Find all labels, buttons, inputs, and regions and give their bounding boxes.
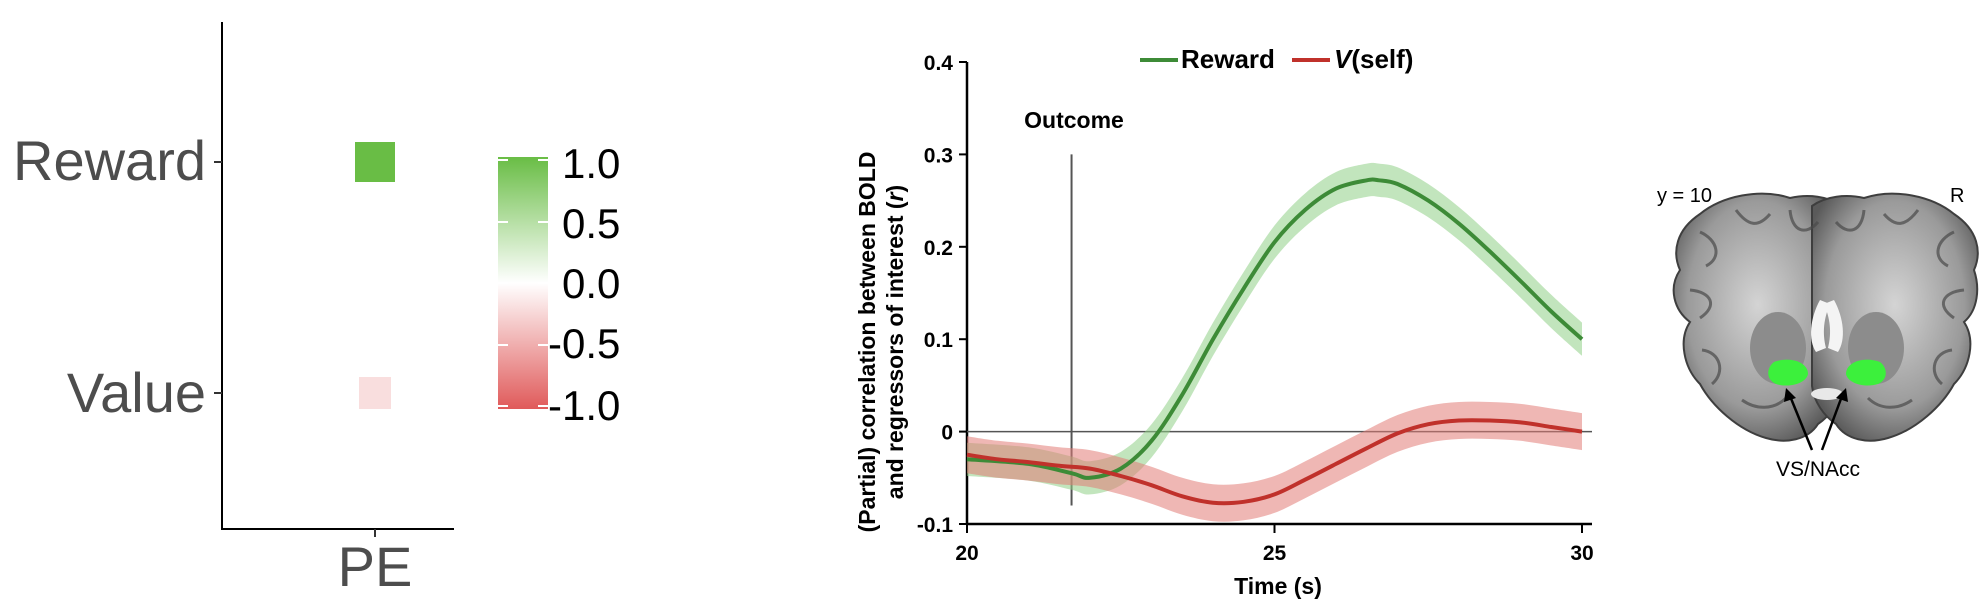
xtick-label: 30 [1570,542,1593,565]
heatmap-col-label-pe: PE [338,535,413,598]
heatmap-panel: Reward Value PE [13,22,454,598]
roi-arrows [1784,388,1848,451]
series-line-1 [966,418,1583,506]
ytick-label: 0 [941,422,953,445]
brain-panel: y = 10 R [1657,185,1979,481]
brain-slice-label: y = 10 [1657,185,1712,207]
heatmap-row-label-reward: Reward [13,129,206,192]
timecourse-ylabel-line1: (Partial) correlation between BOLD [854,152,880,533]
brain-coronal-slice [1672,192,1979,442]
legend-label-vself: V(self) [1334,44,1413,74]
colorbar-label-1: 1.0 [562,140,620,187]
colorbar-label-5: -1.0 [548,382,620,429]
ytick-label: 0.3 [924,144,953,167]
colorbar: 1.0 0.5 0.0 -0.5 -1.0 [498,140,620,429]
xtick-label: 25 [1263,542,1287,565]
roi-label: VS/NAcc [1776,458,1860,481]
series-band-1 [967,401,1582,522]
legend-label-reward: Reward [1181,44,1275,74]
heatmap-cell-value-pe [359,377,391,409]
colorbar-ticks [498,159,548,407]
series-line-0 [966,177,1584,480]
roi-left [1768,359,1808,386]
heatmap-cell-reward-pe [355,142,395,182]
ytick-label: 0.2 [924,237,953,260]
ytick-label: 0.1 [924,329,954,352]
timecourse-ylabel-line2: and regressors of interest (r) [882,185,908,499]
colorbar-label-2: 0.5 [562,200,620,247]
timecourse-legend: Reward V(self) [1140,44,1413,74]
xtick-label: 20 [955,542,978,565]
colorbar-label-3: 0.0 [562,260,620,307]
timecourse-xticks: 20 25 30 [955,524,1594,565]
roi-right [1846,359,1886,386]
ytick-label: 0.4 [924,52,954,75]
timecourse-series [966,162,1584,522]
outcome-label: Outcome [1024,107,1124,133]
colorbar-label-4: -0.5 [548,320,620,367]
timecourse-xlabel: Time (s) [1234,573,1322,599]
heatmap-row-label-value: Value [67,361,206,424]
timecourse-yticks: -0.1 0 0.1 0.2 0.3 0.4 [917,52,967,537]
timecourse-panel: (Partial) correlation between BOLD and r… [854,44,1594,599]
ytick-label: -0.1 [917,514,954,537]
series-band-0 [967,162,1582,495]
brain-side-label: R [1950,185,1964,207]
